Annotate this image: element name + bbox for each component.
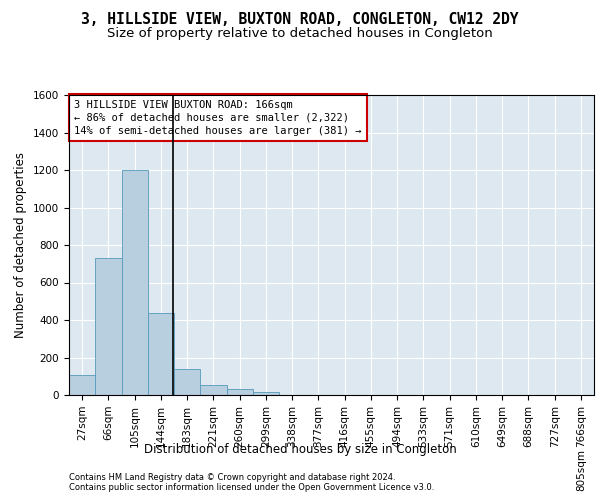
Text: 3, HILLSIDE VIEW, BUXTON ROAD, CONGLETON, CW12 2DY: 3, HILLSIDE VIEW, BUXTON ROAD, CONGLETON… [81,12,519,28]
Y-axis label: Number of detached properties: Number of detached properties [14,152,28,338]
Bar [148,312,174,395]
Text: Distribution of detached houses by size in Congleton: Distribution of detached houses by size … [143,442,457,456]
Text: Contains HM Land Registry data © Crown copyright and database right 2024.: Contains HM Land Registry data © Crown c… [69,472,395,482]
Bar [122,170,148,395]
Text: Size of property relative to detached houses in Congleton: Size of property relative to detached ho… [107,28,493,40]
Bar [253,392,279,395]
Bar [200,384,227,395]
Bar [174,369,200,395]
Text: 805sqm: 805sqm [576,449,586,491]
Text: 3 HILLSIDE VIEW BUXTON ROAD: 166sqm
← 86% of detached houses are smaller (2,322): 3 HILLSIDE VIEW BUXTON ROAD: 166sqm ← 86… [74,100,362,136]
Text: Contains public sector information licensed under the Open Government Licence v3: Contains public sector information licen… [69,482,434,492]
Bar [95,258,121,395]
Bar [227,390,253,395]
Bar [69,376,95,395]
